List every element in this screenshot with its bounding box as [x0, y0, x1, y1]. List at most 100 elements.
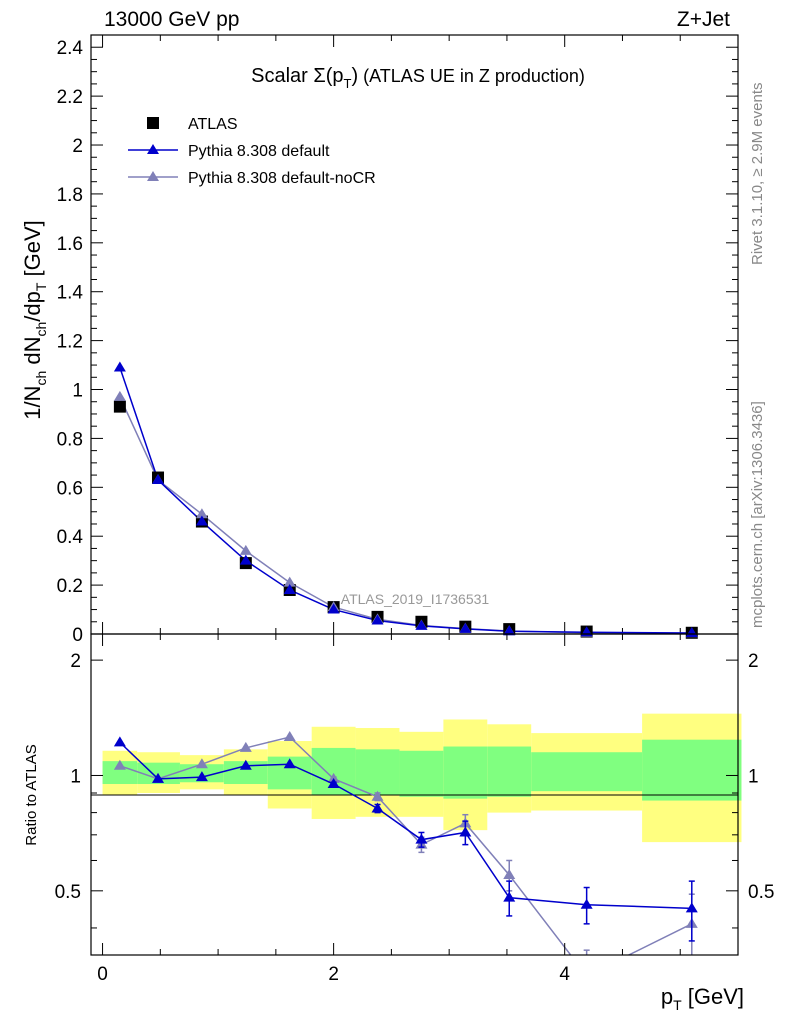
ratio-series-line-1	[119, 736, 693, 955]
main-panel: 0 0.2 0.4 0.6 0.8 1 1.2 1.4 1.6 1.8 2 2.2 2.4 Scalar…	[20, 34, 739, 646]
ratio-series-marker-0	[415, 833, 428, 844]
ratio-data-series	[113, 731, 698, 980]
x-tick-label: 0	[97, 964, 108, 985]
main-y-tick-label: 0	[72, 625, 83, 646]
ratio-series-marker-0	[685, 902, 698, 913]
main-y-tick-label: 0.2	[57, 576, 83, 597]
main-series-marker-1	[459, 622, 472, 633]
x-axis-label: pT [GeV]	[661, 984, 744, 1013]
plot-title-main: Scalar Σ(p	[251, 65, 343, 87]
rivet-label: Rivet 3.1.10, ≥ 2.9M events	[749, 83, 766, 266]
x-tick-label: 2	[328, 964, 339, 985]
ratio-y-tick-label-right: 0.5	[748, 882, 774, 903]
ratio-series-marker-0	[152, 772, 165, 783]
legend-marker-pythia-nocr	[147, 171, 159, 181]
main-y-tick-label: 1.2	[57, 332, 83, 353]
main-y-tick-label: 2.2	[57, 87, 83, 108]
main-y-tick-label: 0.4	[57, 527, 84, 548]
ratio-band-inner	[399, 750, 444, 797]
ratio-y-tick-label: 0.5	[55, 882, 81, 903]
ratio-series-marker-0	[327, 778, 340, 789]
ratio-band-inner	[487, 746, 532, 797]
ratio-series-marker-1	[503, 868, 516, 879]
ratio-series-marker-0	[459, 826, 472, 837]
ratio-y-axis-label: Ratio to ATLAS	[23, 744, 40, 845]
ratio-y-tick-label-right: 1	[748, 766, 759, 787]
x-tick-label: 4	[559, 964, 570, 985]
plot-title-rest: (ATLAS UE in Z production)	[358, 66, 585, 86]
ratio-axis-ticks: 0.5 0.5 1 1 2 2 0 2 4	[55, 634, 774, 985]
atlas-data-point	[113, 400, 126, 413]
ratio-series-marker-0	[239, 759, 252, 770]
ratio-series-marker-1	[371, 790, 384, 801]
ratio-series-marker-0	[283, 758, 296, 769]
main-y-tick-label: 2	[72, 136, 83, 157]
plot-title-sub: T	[344, 76, 352, 91]
ratio-series-marker-1	[283, 731, 296, 742]
main-series-marker-1	[195, 515, 208, 526]
ratio-band-inner	[443, 746, 488, 799]
ratio-series-marker-1	[113, 759, 126, 770]
mcplots-label: mcplots.cern.ch [arXiv:1306.3436]	[749, 401, 766, 628]
analysis-watermark: ATLAS_2019_I1736531	[341, 591, 490, 607]
ratio-y-tick-label-right: 2	[748, 651, 759, 672]
plot-title-close: )	[351, 65, 358, 87]
main-series-marker-1	[503, 625, 516, 636]
x-axis-label-main: p	[661, 984, 673, 1009]
main-series-marker-1	[239, 554, 252, 565]
legend-label-pythia-nocr: Pythia 8.308 default-noCR	[188, 170, 376, 187]
legend-marker-atlas	[147, 117, 159, 129]
ratio-band-inner	[223, 761, 268, 785]
ratio-y-tick-label: 1	[70, 766, 81, 787]
ratio-y-tick-label: 2	[70, 651, 81, 672]
main-series-marker-2	[239, 544, 252, 555]
ratio-band-inner	[642, 739, 742, 801]
main-series-marker-2	[195, 508, 208, 519]
ratio-band-inner	[355, 749, 400, 795]
ratio-series-marker-1	[581, 970, 593, 980]
ratio-band-inner	[531, 752, 643, 792]
ratio-series-marker-1	[239, 741, 252, 752]
process-label: Z+Jet	[677, 8, 730, 31]
main-y-tick-label: 1.6	[57, 234, 83, 255]
main-series-marker-1	[113, 361, 126, 372]
main-y-tick-label: 1.4	[57, 283, 84, 304]
ratio-series-clipped	[113, 731, 698, 980]
main-series-marker-2	[283, 576, 296, 587]
main-series-marker-2	[113, 390, 126, 401]
main-series-line-1	[119, 367, 692, 634]
ratio-panel: 0.5 0.5 1 1 2 2 0 2 4 Ratio to ATLAS pT [GeV]	[23, 633, 774, 1013]
main-series-marker-1	[152, 473, 165, 484]
ratio-uncertainty-bands	[102, 713, 742, 843]
main-y-tick-label: 1.8	[57, 185, 83, 206]
main-series-marker-1	[415, 619, 428, 630]
ratio-series-marker-0	[195, 771, 208, 782]
ratio-series-marker-0	[113, 736, 126, 747]
x-axis-label-unit: [GeV]	[682, 984, 744, 1009]
ratio-band-inner	[102, 761, 138, 785]
main-data-series	[113, 361, 698, 639]
ratio-series-line-0	[119, 741, 692, 910]
main-y-axis-label: 1/Nch dNch/dpT [GeV]	[20, 220, 49, 420]
ratio-series-marker-1	[195, 758, 208, 769]
main-y-tick-label: 2.4	[57, 38, 84, 59]
legend-marker-pythia-default	[147, 144, 159, 154]
main-y-tick-label: 0.8	[57, 429, 83, 450]
ratio-series-marker-0	[371, 802, 384, 813]
x-axis-label-sub: T	[673, 997, 682, 1013]
collision-energy-label: 13000 GeV pp	[104, 8, 239, 31]
main-y-tick-label: 0.6	[57, 478, 83, 499]
main-y-tick-label: 1	[72, 381, 83, 402]
legend: ATLAS Pythia 8.308 default Pythia 8.308 …	[128, 116, 376, 187]
ratio-series-marker-0	[503, 891, 516, 902]
main-series-marker-1	[283, 583, 296, 594]
plot-title: Scalar Σ(pT) (ATLAS UE in Z production)	[251, 65, 585, 91]
legend-label-pythia-default: Pythia 8.308 default	[188, 143, 330, 160]
ratio-series-marker-0	[580, 898, 593, 909]
ratio-series-marker-1	[327, 772, 340, 783]
ratio-frame	[90, 633, 739, 956]
main-series-marker-1	[371, 614, 384, 625]
main-series-marker-1	[327, 603, 340, 614]
legend-label-atlas: ATLAS	[188, 116, 238, 133]
